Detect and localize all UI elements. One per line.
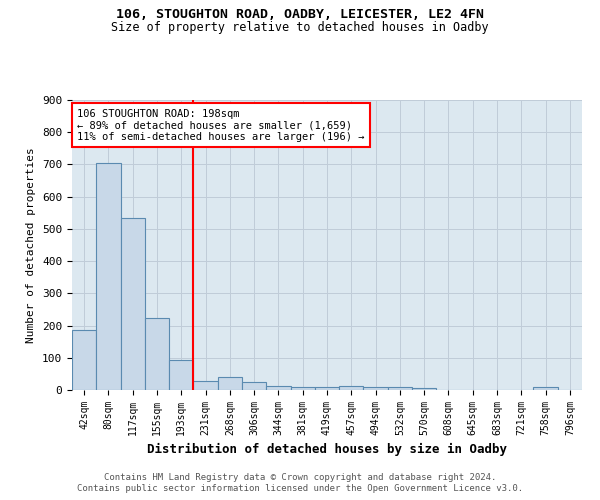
Text: Contains public sector information licensed under the Open Government Licence v3: Contains public sector information licen… — [77, 484, 523, 493]
Text: Contains HM Land Registry data © Crown copyright and database right 2024.: Contains HM Land Registry data © Crown c… — [104, 472, 496, 482]
Bar — [169, 360, 193, 390]
Text: Distribution of detached houses by size in Oadby: Distribution of detached houses by size … — [147, 442, 507, 456]
Bar — [339, 386, 364, 390]
Text: 106 STOUGHTON ROAD: 198sqm
← 89% of detached houses are smaller (1,659)
11% of s: 106 STOUGHTON ROAD: 198sqm ← 89% of deta… — [77, 108, 365, 142]
Bar — [121, 218, 145, 390]
Bar — [412, 388, 436, 390]
Bar — [145, 318, 169, 390]
Bar — [266, 386, 290, 390]
Bar — [218, 377, 242, 390]
Y-axis label: Number of detached properties: Number of detached properties — [26, 147, 37, 343]
Bar — [72, 330, 96, 390]
Bar — [388, 387, 412, 390]
Text: Size of property relative to detached houses in Oadby: Size of property relative to detached ho… — [111, 21, 489, 34]
Bar — [290, 387, 315, 390]
Bar — [96, 164, 121, 390]
Text: 106, STOUGHTON ROAD, OADBY, LEICESTER, LE2 4FN: 106, STOUGHTON ROAD, OADBY, LEICESTER, L… — [116, 8, 484, 20]
Bar — [242, 382, 266, 390]
Bar — [315, 387, 339, 390]
Bar — [533, 388, 558, 390]
Bar — [364, 387, 388, 390]
Bar — [193, 381, 218, 390]
